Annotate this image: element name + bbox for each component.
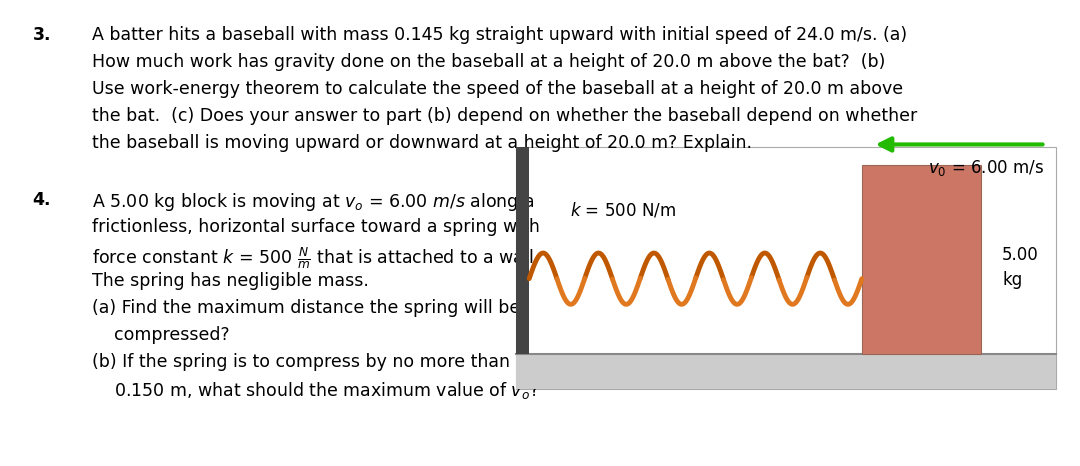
- Text: (a) Find the maximum distance the spring will be: (a) Find the maximum distance the spring…: [92, 299, 521, 317]
- Text: 5.00
kg: 5.00 kg: [1002, 247, 1039, 289]
- Text: $v_0$ = 6.00 m/s: $v_0$ = 6.00 m/s: [928, 158, 1044, 178]
- Text: A 5.00 kg block is moving at $v_o$ = 6.00 $m/s$ along a: A 5.00 kg block is moving at $v_o$ = 6.0…: [92, 191, 535, 213]
- Text: 3.: 3.: [32, 26, 51, 44]
- Bar: [516, 354, 1056, 389]
- Bar: [516, 147, 529, 354]
- Text: 0.150 m, what should the maximum value of $v_o$?: 0.150 m, what should the maximum value o…: [92, 380, 539, 401]
- Bar: [862, 165, 981, 354]
- Text: 4.: 4.: [32, 191, 51, 209]
- Text: (b) If the spring is to compress by no more than: (b) If the spring is to compress by no m…: [92, 353, 510, 371]
- Text: $k$ = 500 N/m: $k$ = 500 N/m: [570, 200, 676, 219]
- Bar: [516, 147, 1056, 389]
- Text: A batter hits a baseball with mass 0.145 kg straight upward with initial speed o: A batter hits a baseball with mass 0.145…: [92, 26, 907, 44]
- Text: Use work-energy theorem to calculate the speed of the baseball at a height of 20: Use work-energy theorem to calculate the…: [92, 80, 903, 98]
- Text: How much work has gravity done on the baseball at a height of 20.0 m above the b: How much work has gravity done on the ba…: [92, 53, 886, 71]
- Text: compressed?: compressed?: [92, 326, 229, 344]
- Text: the baseball is moving upward or downward at a height of 20.0 m? Explain.: the baseball is moving upward or downwar…: [92, 134, 752, 152]
- Text: The spring has negligible mass.: The spring has negligible mass.: [92, 272, 368, 290]
- Text: the bat.  (c) Does your answer to part (b) depend on whether the baseball depend: the bat. (c) Does your answer to part (b…: [92, 107, 917, 125]
- Text: force constant $k$ = 500 $\frac{N}{m}$ that is attached to a wall.: force constant $k$ = 500 $\frac{N}{m}$ t…: [92, 245, 539, 271]
- Text: frictionless, horizontal surface toward a spring with: frictionless, horizontal surface toward …: [92, 218, 540, 236]
